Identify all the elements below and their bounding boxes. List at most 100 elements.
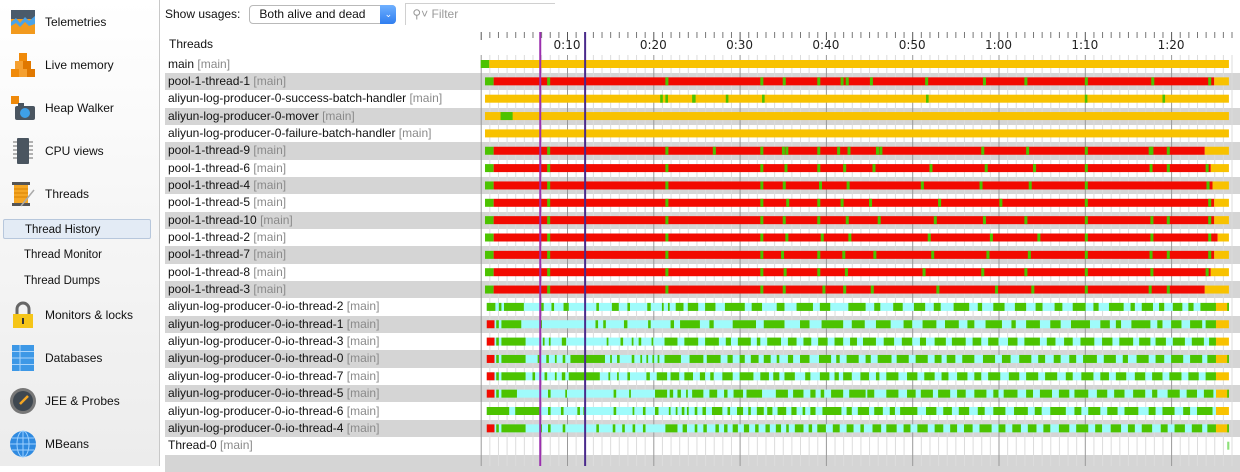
state-segment-runnable (850, 337, 857, 346)
sidebar-subitem-thread-history[interactable]: Thread History (3, 219, 151, 239)
state-segment-runnable (763, 320, 785, 329)
state-segment-runnable (1208, 216, 1212, 225)
thread-name: pool-1-thread-7 (168, 247, 251, 262)
state-segment-runnable (963, 424, 973, 433)
sidebar-item-threads[interactable]: Threads (0, 174, 159, 214)
state-segment-runnable (782, 285, 786, 294)
state-segment-runnable (670, 320, 675, 329)
state-segment-runnable (686, 389, 688, 398)
state-segment-runnable (570, 354, 605, 363)
thread-name: aliyun-log-producer-0-io-thread-0 (168, 351, 344, 366)
show-usages-select[interactable]: Both alive and dead ⌄ (249, 4, 397, 24)
state-segment-runnable (760, 77, 764, 86)
sidebar-item-heap-walker[interactable]: Heap Walker (0, 88, 159, 128)
state-segment-runnable (860, 372, 870, 381)
state-segment-runnable (647, 302, 651, 311)
state-segment-runnable (1084, 198, 1088, 207)
state-segment-runnable (1119, 337, 1134, 346)
state-segment-runnable (547, 233, 551, 242)
state-segment-waiting (485, 112, 1229, 121)
sidebar-item-label: Telemetries (45, 15, 107, 29)
state-segment-runnable (622, 424, 625, 433)
state-segment-runnable (1034, 407, 1042, 415)
state-segment-runnable (485, 198, 494, 207)
state-segment-runnable (656, 372, 668, 381)
state-segment-runnable (817, 424, 826, 433)
state-segment-runnable (496, 372, 499, 381)
state-segment-runnable (875, 146, 879, 155)
sidebar-item-live-memory[interactable]: Live memory (0, 45, 159, 85)
state-segment-runnable (819, 302, 831, 311)
thread-group: [main] (409, 91, 443, 106)
state-segment-runnable (1200, 302, 1216, 311)
state-segment-runnable (1003, 389, 1018, 398)
sidebar-item-mbeans[interactable]: MBeans (0, 424, 159, 464)
state-segment-runnable (709, 389, 718, 398)
state-segment-runnable (869, 77, 873, 86)
state-segment-runnable (642, 407, 646, 415)
state-segment-runnable (760, 198, 764, 207)
state-segment-runnable (711, 407, 723, 415)
sidebar-subitem-thread-dumps[interactable]: Thread Dumps (24, 275, 101, 287)
state-segment-runnable (979, 424, 992, 433)
state-segment-runnable (1151, 77, 1155, 86)
sidebar-item-cpu-views[interactable]: CPU views (0, 131, 159, 171)
state-segment-runnable (682, 424, 687, 433)
state-segment-runnable (1053, 354, 1061, 363)
filter-input[interactable]: ⚲˅ Filter (405, 3, 556, 25)
state-segment-runnable (1110, 424, 1122, 433)
state-segment-runnable (840, 77, 844, 86)
state-segment-runnable (1027, 424, 1037, 433)
state-segment-runnable (1150, 146, 1154, 155)
state-segment-runnable (675, 302, 684, 311)
sidebar-item-monitors-locks[interactable]: Monitors & locks (0, 295, 159, 335)
thread-group: [main] (220, 438, 253, 453)
state-segment-runnable (926, 94, 929, 103)
state-segment-runnable (842, 250, 846, 259)
state-segment-runnable (1014, 407, 1028, 415)
sidebar: Telemetries Live memory Heap Walker CPU … (0, 0, 160, 466)
state-segment-runnable (1152, 389, 1158, 398)
time-axis-label: 1:10 (1071, 38, 1098, 52)
state-segment-runnable (1080, 337, 1095, 346)
state-segment-runnable (934, 424, 944, 433)
state-segment-runnable (670, 372, 680, 381)
state-segment-runnable (821, 320, 844, 329)
state-segment-runnable (946, 354, 956, 363)
state-segment-blocked (486, 372, 495, 381)
thread-label: pool-1-thread-10 [main] (168, 212, 293, 229)
state-segment-runnable (1127, 424, 1135, 433)
sidebar-subitem-thread-monitor[interactable]: Thread Monitor (24, 249, 102, 261)
sidebar-item-jee-probes[interactable]: JEE & Probes (0, 381, 159, 421)
state-segment-runnable (773, 372, 780, 381)
state-segment-runnable (1026, 372, 1039, 381)
state-segment-waiting (1214, 216, 1229, 225)
state-segment-runnable (1227, 424, 1229, 433)
state-segment-runnable (1026, 389, 1034, 398)
state-segment-waiting (1215, 372, 1229, 381)
state-segment-runnable (1208, 77, 1212, 86)
sidebar-item-label: MBeans (45, 437, 90, 451)
state-segment-runnable (1149, 164, 1153, 173)
state-segment-runnable (665, 285, 669, 294)
sidebar-item-databases[interactable]: Databases (0, 338, 159, 378)
sidebar-item-telemetries[interactable]: Telemetries (0, 2, 159, 42)
state-segment-runnable (962, 354, 975, 363)
state-segment-runnable (998, 424, 1006, 433)
state-segment-runnable (845, 216, 849, 225)
state-segment-runnable (722, 372, 733, 381)
thread-label: pool-1-thread-4 [main] (168, 177, 286, 194)
state-segment-runnable (834, 372, 839, 381)
state-segment-runnable (724, 302, 745, 311)
state-segment-runnable (548, 407, 551, 415)
state-segment-runnable (1074, 389, 1089, 398)
state-segment-runnable (1064, 337, 1073, 346)
thread-group: [main] (253, 143, 287, 158)
state-segment-runnable (554, 372, 557, 381)
thread-label: aliyun-log-producer-0-io-thread-5 [main] (168, 385, 379, 402)
state-segment-runnable (1084, 268, 1088, 277)
state-segment-runnable (737, 407, 744, 415)
state-segment-runnable (988, 337, 999, 346)
cpu-icon (13, 138, 33, 164)
